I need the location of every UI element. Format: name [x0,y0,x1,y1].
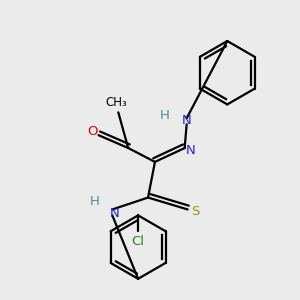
Text: Cl: Cl [132,235,145,248]
Text: H: H [90,195,100,208]
Text: CH₃: CH₃ [105,96,127,109]
Text: H: H [160,109,170,122]
Text: N: N [186,143,196,157]
Text: O: O [87,125,98,138]
Text: N: N [182,114,191,127]
Text: N: N [110,207,119,220]
Text: S: S [191,205,200,218]
